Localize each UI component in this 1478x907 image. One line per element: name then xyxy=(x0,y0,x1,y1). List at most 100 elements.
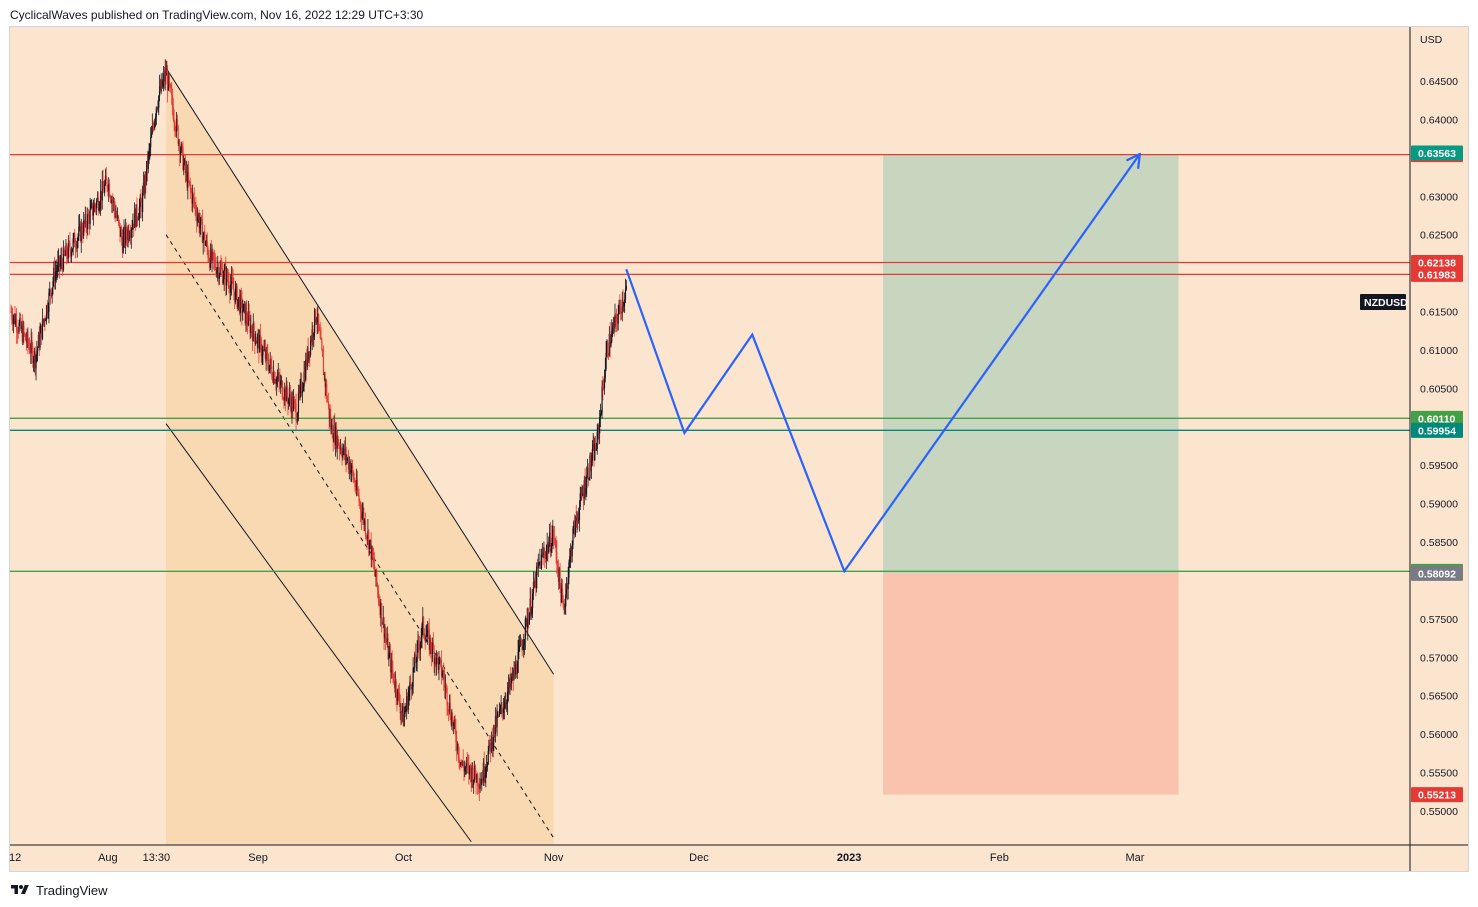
candle xyxy=(205,240,207,246)
candle xyxy=(136,197,138,227)
candle xyxy=(195,196,197,221)
candle xyxy=(253,321,255,342)
candle xyxy=(591,440,593,466)
candle xyxy=(283,396,285,409)
candle xyxy=(386,626,388,648)
candle xyxy=(142,171,145,196)
candle xyxy=(615,313,617,327)
candle xyxy=(371,545,373,568)
candle xyxy=(25,331,27,351)
candle xyxy=(175,125,177,137)
candle xyxy=(279,368,281,390)
candle xyxy=(267,353,270,374)
candle xyxy=(117,214,119,226)
svg-text:0.63563: 0.63563 xyxy=(1418,148,1456,160)
target-zone[interactable] xyxy=(883,154,1179,574)
candle xyxy=(526,608,528,636)
time-axis[interactable]: 12 Aug 13:30 Sep Oct Nov Dec 2023 Feb Mar xyxy=(9,852,1145,864)
candle xyxy=(231,267,233,284)
price-tick-label: 0.64500 xyxy=(1420,76,1458,88)
time-tick-label: Oct xyxy=(395,852,412,864)
candle xyxy=(310,335,312,346)
time-tick-label: 12 xyxy=(9,852,21,864)
candle xyxy=(41,308,44,341)
candle xyxy=(36,340,38,363)
candle xyxy=(242,299,244,321)
candle xyxy=(296,412,298,423)
candle xyxy=(56,264,58,281)
candle xyxy=(309,350,311,367)
price-tick-label: 0.59000 xyxy=(1420,499,1458,511)
candle xyxy=(489,734,491,748)
candle xyxy=(219,260,221,277)
candle xyxy=(368,529,370,557)
candle xyxy=(254,333,256,355)
candle xyxy=(143,174,145,198)
candle xyxy=(60,247,62,270)
candle xyxy=(146,160,148,186)
channel-upper-line[interactable] xyxy=(165,67,555,675)
candle xyxy=(406,692,409,713)
candle xyxy=(238,296,240,311)
candle xyxy=(473,760,476,783)
candle xyxy=(133,202,136,228)
candle xyxy=(325,378,327,396)
candle xyxy=(469,765,471,780)
candle xyxy=(302,382,304,392)
channel-lower-line[interactable] xyxy=(165,423,472,843)
candle xyxy=(514,661,516,676)
candle xyxy=(54,256,56,290)
candle xyxy=(176,114,178,130)
stop-zone[interactable] xyxy=(883,573,1179,795)
candle xyxy=(427,622,430,640)
candle xyxy=(584,468,586,498)
candle xyxy=(428,618,430,657)
candle xyxy=(486,761,489,772)
candle xyxy=(351,463,353,483)
candle xyxy=(173,109,175,132)
candle xyxy=(87,207,89,236)
candle xyxy=(340,443,342,456)
candle xyxy=(179,139,181,167)
candle xyxy=(595,442,598,452)
candle xyxy=(90,199,92,211)
candle xyxy=(130,227,132,249)
candle xyxy=(257,328,259,349)
candle xyxy=(235,283,237,300)
candle xyxy=(586,458,589,479)
candle xyxy=(177,124,179,147)
candle xyxy=(487,746,489,766)
candle xyxy=(425,625,427,643)
price-tick-label: 0.55000 xyxy=(1420,806,1458,818)
candle xyxy=(322,348,324,358)
candle xyxy=(241,290,243,326)
candle xyxy=(280,374,282,394)
candle xyxy=(119,223,121,243)
projection-path[interactable] xyxy=(625,153,1141,574)
candle xyxy=(293,396,296,409)
candle xyxy=(249,311,251,340)
candle xyxy=(201,209,203,244)
candle xyxy=(418,634,420,659)
candle xyxy=(350,458,352,482)
candle xyxy=(230,274,232,300)
candle xyxy=(207,245,209,263)
price-axis[interactable]: 0.64500 0.64000 0.63000 0.62500 0.61500 0.610… xyxy=(1420,76,1458,818)
candle xyxy=(498,702,501,717)
svg-text:0.55213: 0.55213 xyxy=(1418,790,1456,802)
candle xyxy=(213,251,215,270)
candle xyxy=(181,143,183,157)
candle xyxy=(229,285,231,304)
candle xyxy=(369,539,371,550)
candle xyxy=(383,616,385,651)
candle xyxy=(605,340,607,372)
candle xyxy=(381,602,383,633)
candle xyxy=(37,331,40,349)
candle xyxy=(167,72,170,92)
candle xyxy=(298,384,300,401)
candle xyxy=(43,318,45,327)
candle xyxy=(540,561,542,569)
candle xyxy=(397,688,399,705)
candle xyxy=(154,113,157,127)
